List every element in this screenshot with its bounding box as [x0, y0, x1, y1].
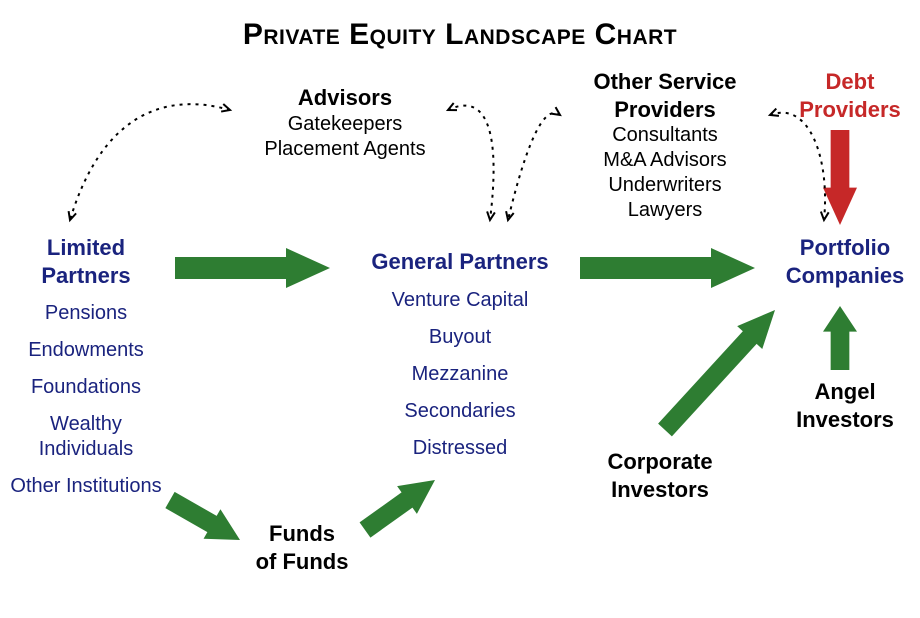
arrow-corp-to-portfolio [652, 299, 787, 442]
advisors-title: Advisors [235, 84, 455, 112]
advisors-sub-0: Gatekeepers [235, 112, 455, 137]
gp-sub-2: Mezzanine [350, 362, 570, 387]
node-corporate-investors: Corporate Investors [580, 448, 740, 503]
dotted-advisors-to-gp [448, 103, 495, 220]
node-portfolio-companies: Portfolio Companies [770, 234, 920, 289]
debt-title-0: Debt [780, 68, 920, 96]
ai-title-1: Investors [770, 406, 920, 434]
pc-title-1: Companies [770, 262, 920, 290]
node-other-service-providers: Other Service Providers Consultants M&A … [555, 68, 775, 223]
arrow-gp-to-portfolio [580, 248, 755, 288]
node-funds-of-funds: Funds of Funds [232, 520, 372, 575]
ai-title-0: Angel [770, 378, 920, 406]
osp-sub-1: M&A Advisors [555, 148, 775, 173]
fof-title-1: of Funds [232, 548, 372, 576]
lp-sub-3: Wealthy Individuals [6, 412, 166, 462]
osp-sub-0: Consultants [555, 123, 775, 148]
debt-title-1: Providers [780, 96, 920, 124]
dotted-osp-to-gp [506, 107, 560, 220]
chart-title: Private Equity Landscape Chart [0, 18, 920, 52]
ci-title-0: Corporate [580, 448, 740, 476]
arrow-angel-to-portfolio [823, 306, 857, 370]
gp-sub-0: Venture Capital [350, 288, 570, 313]
node-advisors: Advisors Gatekeepers Placement Agents [235, 84, 455, 162]
osp-title-0: Other Service [555, 68, 775, 96]
pc-title-0: Portfolio [770, 234, 920, 262]
node-debt-providers: Debt Providers [780, 68, 920, 123]
lp-title-1: Partners [6, 262, 166, 290]
gp-title: General Partners [350, 248, 570, 276]
lp-title-0: Limited [6, 234, 166, 262]
osp-sub-3: Lawyers [555, 198, 775, 223]
dotted-osp-to-portfolio [770, 109, 829, 220]
lp-sub-1: Endowments [6, 338, 166, 363]
gp-sub-1: Buyout [350, 325, 570, 350]
fof-title-0: Funds [232, 520, 372, 548]
osp-sub-2: Underwriters [555, 173, 775, 198]
ci-title-1: Investors [580, 476, 740, 504]
arrow-lp-to-gp [175, 248, 330, 288]
lp-sub-2: Foundations [6, 375, 166, 400]
dotted-advisors-to-lp [69, 104, 230, 220]
node-angel-investors: Angel Investors [770, 378, 920, 433]
gp-sub-4: Distressed [350, 436, 570, 461]
advisors-sub-1: Placement Agents [235, 137, 455, 162]
arrow-debt-to-portfolio [823, 130, 857, 225]
node-limited-partners: Limited Partners Pensions Endowments Fou… [6, 234, 166, 499]
lp-sub-0: Pensions [6, 301, 166, 326]
node-general-partners: General Partners Venture Capital Buyout … [350, 248, 570, 461]
osp-title-1: Providers [555, 96, 775, 124]
gp-sub-3: Secondaries [350, 399, 570, 424]
lp-sub-4: Other Institutions [6, 474, 166, 499]
